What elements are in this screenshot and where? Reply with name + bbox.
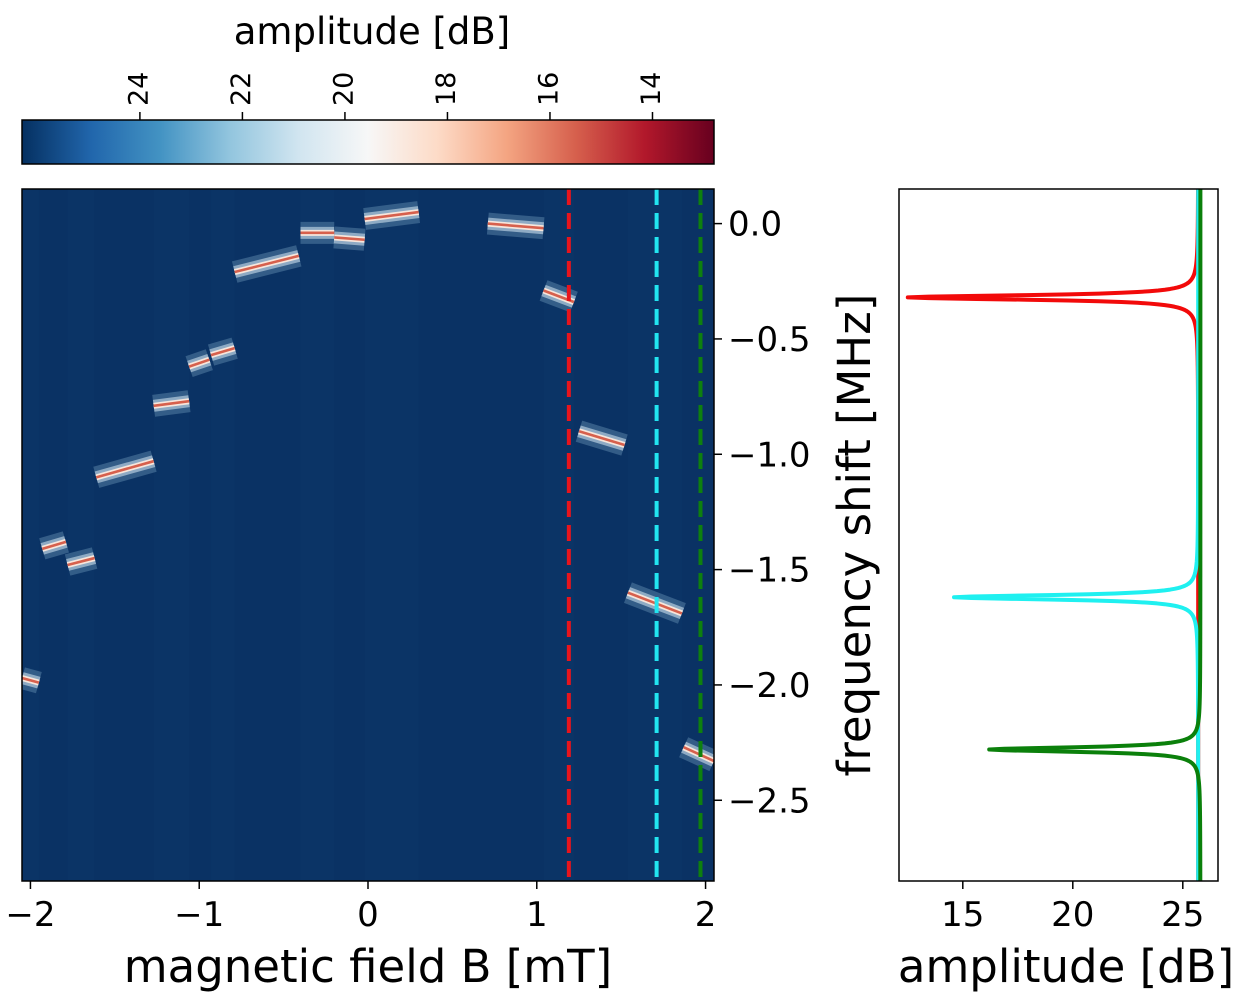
resonance-center	[487, 222, 544, 230]
spectrum-x-label: amplitude [dB]	[898, 940, 1234, 993]
spectrum-x-tick-label: 25	[1161, 895, 1204, 935]
field-markers	[566, 189, 703, 881]
spectrum-line	[987, 189, 1203, 881]
colorbar-label: amplitude [dB]	[234, 10, 510, 53]
heatmap-column-shade	[68, 189, 95, 881]
spectrum-line	[952, 189, 1201, 881]
spectrum-x-ticks: 15 20 25	[941, 881, 1204, 935]
heatmap-column-shade	[96, 189, 153, 881]
heatmap-column-shade	[189, 189, 209, 881]
spectrum-x-tick-label: 20	[1051, 895, 1094, 935]
heatmap-column-shade	[579, 189, 625, 881]
heatmap-column-shade	[22, 189, 39, 881]
heatmap-y-label: frequency shift [MHz]	[828, 294, 881, 777]
spectrum-x-tick-label: 15	[941, 895, 984, 935]
resonance-center	[95, 459, 155, 479]
heatmap-column-shades	[22, 189, 714, 881]
heatmap-column-shade	[154, 189, 189, 881]
heatmap-panel: −2 −1 0 1 2 0.0 −0.5 −1.0 −1.5 −2.0 −2.5 magnetic…	[5, 188, 881, 993]
resonance-segment	[64, 547, 98, 576]
resonance-segment	[152, 390, 191, 417]
colorbar: amplitude [dB] 24 22 20 18 16 14	[21, 10, 715, 165]
x-tick-label: −2	[5, 895, 55, 935]
heatmap-column-shade	[488, 189, 544, 881]
spectrum-series	[905, 189, 1203, 881]
colorbar-tick-label: 24	[123, 72, 154, 106]
x-tick-label: 1	[526, 895, 548, 935]
heatmap-column-shade	[235, 189, 299, 881]
y-tick-label: −2.5	[728, 781, 811, 821]
heatmap-x-label: magnetic field B [mT]	[124, 940, 612, 993]
heatmap-column-shade	[211, 189, 235, 881]
colorbar-tick-label: 18	[431, 72, 462, 106]
resonance-center	[364, 210, 419, 221]
resonance-segment	[363, 201, 421, 230]
y-tick-label: 0.0	[728, 205, 782, 245]
y-tick-label: −1.5	[728, 551, 811, 591]
colorbar-ticks: 24 22 20 18 16 14	[123, 72, 667, 120]
heatmap-y-ticks: 0.0 −0.5 −1.0 −1.5 −2.0 −2.5	[714, 205, 811, 821]
resonance-center	[41, 540, 67, 551]
colorbar-tick-label: 14	[636, 72, 667, 106]
resonance-center	[210, 346, 236, 357]
resonance-center	[188, 358, 210, 368]
y-tick-label: −1.0	[728, 435, 811, 475]
y-tick-label: −2.0	[728, 666, 811, 706]
colorbar-gradient	[21, 119, 715, 165]
resonance-segment	[207, 337, 238, 366]
resonance-center	[334, 236, 365, 242]
resonance-center	[67, 556, 95, 567]
resonance-segment	[39, 531, 69, 560]
heatmap-column-shade	[365, 189, 419, 881]
heatmap-x-ticks: −2 −1 0 1 2	[5, 881, 716, 935]
spectrum-frame	[898, 188, 1219, 882]
resonance-center	[578, 429, 625, 447]
heatmap-column-shade	[300, 189, 334, 881]
x-tick-label: 2	[695, 895, 717, 935]
colorbar-tick-label: 20	[328, 72, 359, 106]
resonance-segment	[93, 450, 157, 488]
resonance-center	[22, 676, 40, 684]
x-tick-label: −1	[174, 895, 224, 935]
y-tick-label: −0.5	[728, 320, 811, 360]
resonance-segment	[575, 420, 628, 456]
x-tick-label: 0	[357, 895, 379, 935]
resonance-segments	[22, 201, 714, 772]
resonance-center	[234, 254, 300, 274]
heatmap-background	[22, 189, 714, 881]
spectrum-panel: 15 20 25 amplitude [dB]	[898, 188, 1234, 993]
resonance-segment	[486, 212, 545, 240]
resonance-segment	[231, 245, 302, 283]
resonance-segment	[333, 226, 366, 251]
colorbar-tick-label: 16	[533, 72, 564, 106]
resonance-segment	[185, 349, 213, 378]
resonance-segment	[22, 667, 42, 694]
resonance-center	[153, 399, 190, 408]
heatmap-column-shade	[334, 189, 364, 881]
colorbar-tick-label: 22	[226, 72, 257, 106]
